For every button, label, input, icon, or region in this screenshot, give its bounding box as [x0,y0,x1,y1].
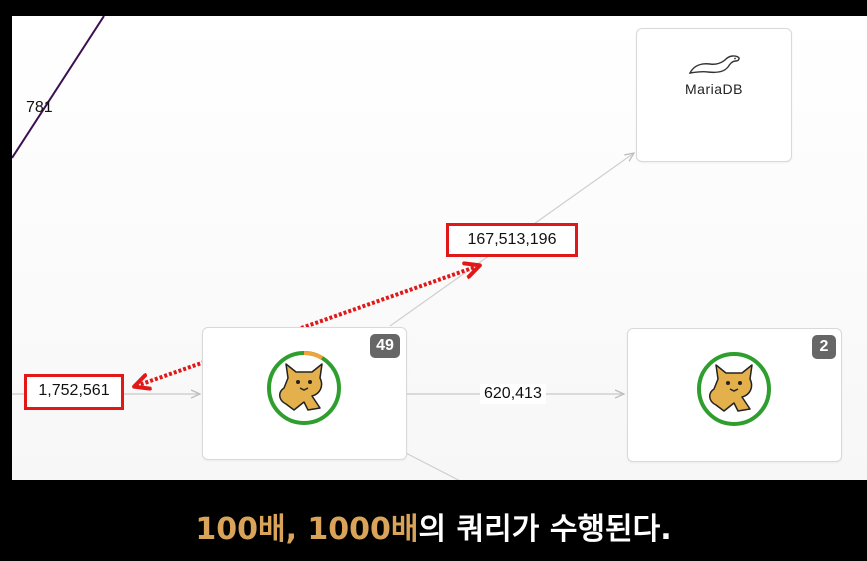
topology-map: 781 MariaDB 167,513,196 1,752,561 49 620… [12,16,867,480]
mariadb-seal-icon [688,55,740,74]
mariadb-logo: MariaDB [637,51,791,97]
tomcat-icon [697,352,771,426]
instance-count-badge[interactable]: 49 [370,334,400,358]
subtitle-highlight: 100배, 1000배 [195,512,419,547]
subtitle-rest: 의 쿼리가 수행된다. [418,512,672,547]
annotation-double-arrow [136,266,478,386]
highlight-incoming-requests: 1,752,561 [24,374,124,410]
instance-count-badge[interactable]: 2 [812,335,836,359]
tomcat-icon [267,351,341,425]
edge-label-top-left: 781 [26,99,53,116]
mariadb-logo-text: MariaDB [685,81,743,97]
edge-app1-to-bottom[interactable] [399,449,470,480]
edge-top-left[interactable] [12,16,105,159]
subtitle-caption: 100배, 1000배의 쿼리가 수행된다. [0,504,867,548]
mariadb-node[interactable]: MariaDB [636,28,792,162]
app-node-2[interactable]: 2 [627,328,842,462]
app-node-1[interactable]: 49 [202,327,407,460]
edge-label-app1-to-app2: 620,413 [480,384,546,404]
highlight-db-queries: 167,513,196 [446,223,578,257]
